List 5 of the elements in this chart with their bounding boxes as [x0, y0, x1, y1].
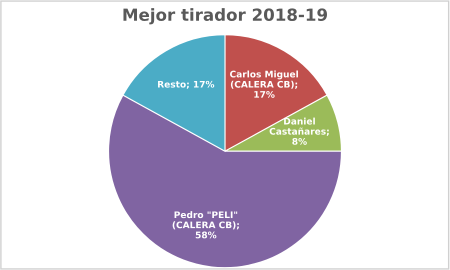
- slice-label: Carlos Miguel (CALERA CB); 17%: [230, 70, 298, 98]
- chart-title: Mejor tirador 2018-19: [123, 8, 327, 24]
- slice-label: Pedro "PELI" (CALERA CB); 58%: [172, 211, 239, 238]
- slice-label: Resto; 17%: [158, 80, 214, 89]
- slice-label: Daniel Castañares; 8%: [270, 118, 329, 145]
